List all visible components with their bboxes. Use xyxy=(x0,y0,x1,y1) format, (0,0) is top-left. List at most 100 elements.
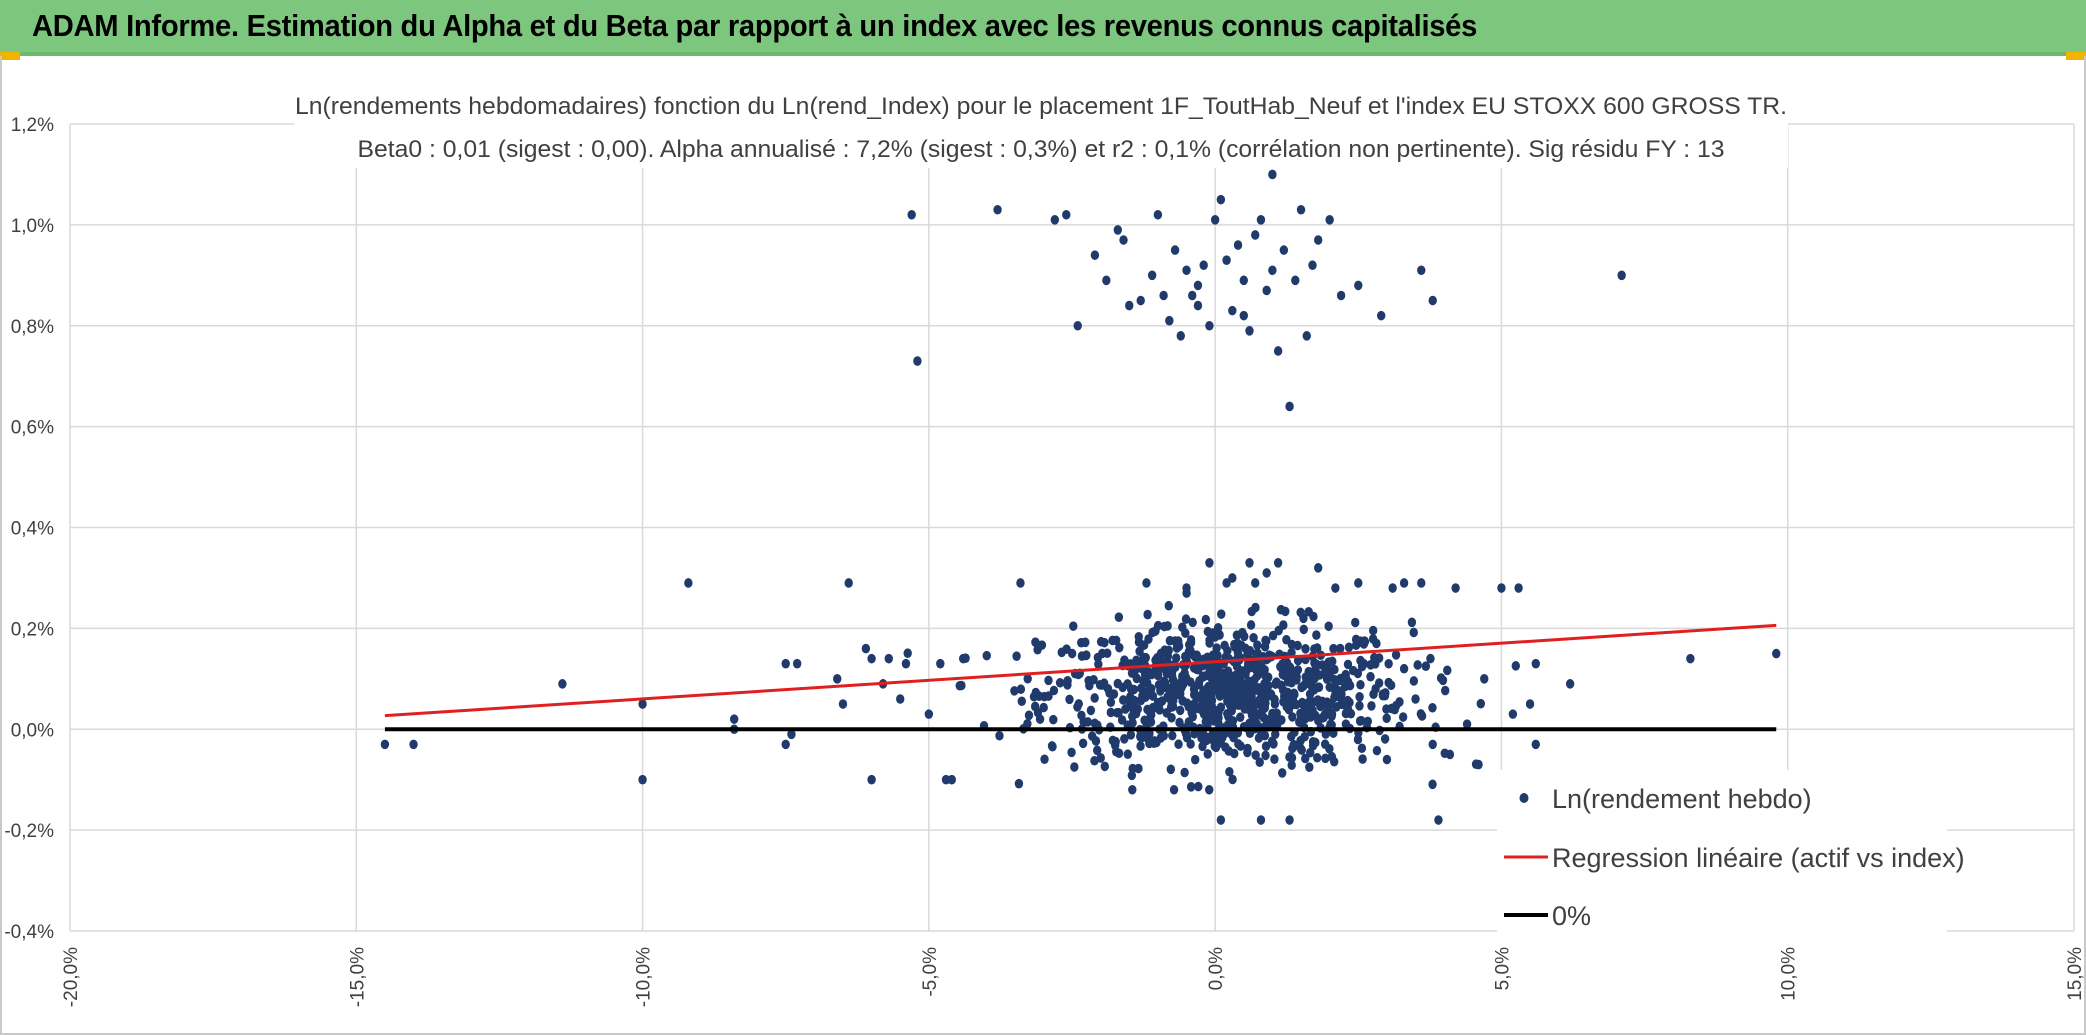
scatter-point xyxy=(901,658,911,669)
scatter-point xyxy=(1201,732,1211,742)
scatter-point xyxy=(1143,609,1152,620)
scatter-point xyxy=(1272,677,1281,687)
scatter-point xyxy=(1127,770,1137,781)
y-tick-label: 0,6% xyxy=(11,418,54,439)
scatter-point xyxy=(1421,661,1431,671)
scatter-point xyxy=(1035,714,1045,724)
scatter-point xyxy=(1128,784,1137,795)
scatter-point xyxy=(1384,658,1393,669)
scatter-point xyxy=(1261,741,1271,752)
scatter-point xyxy=(1511,661,1520,671)
scatter-point xyxy=(1287,639,1297,650)
scatter-point xyxy=(993,204,1002,215)
scatter-point xyxy=(1239,310,1248,321)
scatter-point xyxy=(1120,734,1129,744)
scatter-point xyxy=(1274,625,1283,636)
scatter-point xyxy=(1356,679,1365,690)
scatter-point xyxy=(1128,711,1137,722)
scatter-point xyxy=(913,356,922,366)
scatter-point xyxy=(936,658,945,669)
scatter-point xyxy=(1090,693,1099,703)
scatter-point xyxy=(1176,705,1185,716)
scatter-point xyxy=(1299,624,1308,635)
scatter-point xyxy=(1283,676,1293,687)
scatter-point xyxy=(1240,631,1249,642)
scatter-point xyxy=(1428,739,1437,750)
scatter-point xyxy=(1319,712,1329,723)
scatter-point xyxy=(1165,315,1174,326)
scatter-point xyxy=(1181,614,1191,624)
scatter-point xyxy=(1253,659,1263,670)
scatter-point xyxy=(1016,578,1025,588)
scatter-point xyxy=(1305,689,1315,699)
scatter-point xyxy=(1268,169,1277,180)
scatter-point xyxy=(781,739,790,750)
scatter-point xyxy=(1228,573,1237,583)
scatter-point xyxy=(1191,754,1200,765)
scatter-point xyxy=(1330,664,1339,675)
scatter-point xyxy=(1230,642,1240,652)
scatter-point xyxy=(1224,746,1233,756)
scatter-point xyxy=(1320,739,1330,750)
scatter-point xyxy=(1155,705,1164,715)
scatter-point xyxy=(1273,346,1283,356)
scatter-point xyxy=(1213,734,1223,744)
scatter-point xyxy=(1300,731,1309,742)
scatter-point xyxy=(1321,729,1330,739)
scatter-point xyxy=(1525,699,1535,709)
header-banner: ADAM Informe. Estimation du Alpha et du … xyxy=(0,0,2086,56)
scatter-point xyxy=(1145,728,1154,739)
scatter-point xyxy=(1277,715,1286,725)
scatter-point xyxy=(1040,754,1049,765)
scatter-point xyxy=(1207,680,1216,690)
scatter-point xyxy=(1480,674,1489,684)
scatter-point xyxy=(1016,684,1026,695)
scatter-point xyxy=(1150,736,1159,746)
scatter-point xyxy=(1073,320,1082,331)
scatter-point xyxy=(1293,655,1303,666)
scatter-point xyxy=(1222,255,1231,265)
scatter-point xyxy=(884,653,893,664)
scatter-point xyxy=(1216,815,1226,825)
scatter-point xyxy=(638,699,647,709)
scatter-point xyxy=(1119,695,1128,705)
scatter-point xyxy=(1194,781,1203,792)
scatter-point xyxy=(1165,635,1175,646)
scatter-point xyxy=(1144,634,1153,644)
scatter-point xyxy=(1170,245,1180,255)
scatter-point xyxy=(903,648,912,659)
scatter-point xyxy=(1307,680,1316,691)
scatter-point xyxy=(1343,659,1353,670)
scatter-point xyxy=(1113,225,1123,235)
scatter-point xyxy=(1271,729,1280,740)
scatter-point xyxy=(781,658,790,669)
scatter-point xyxy=(833,674,842,684)
scatter-point xyxy=(1382,754,1392,765)
scatter-point xyxy=(1324,621,1333,632)
scatter-point xyxy=(1192,692,1201,702)
chart-subtitle: Beta0 : 0,01 (sigest : 0,00). Alpha annu… xyxy=(358,136,1725,163)
scatter-point xyxy=(1471,759,1481,770)
y-tick-label: -0,2% xyxy=(4,821,54,842)
scatter-point xyxy=(1114,612,1124,622)
scatter-point xyxy=(1159,290,1168,301)
scatter-point xyxy=(1207,686,1216,697)
scatter-point xyxy=(1230,694,1239,704)
scatter-point xyxy=(1049,714,1058,725)
scatter-point xyxy=(1281,606,1290,617)
scatter-point xyxy=(1138,690,1147,701)
scatter-point xyxy=(1067,648,1077,659)
scatter-point xyxy=(1174,739,1183,750)
x-tick-label: -20,0% xyxy=(61,947,82,1007)
scatter-point xyxy=(1366,671,1375,682)
scatter-point xyxy=(1014,778,1024,789)
scatter-point xyxy=(1380,690,1390,701)
x-tick-label: -15,0% xyxy=(347,947,368,1007)
scatter-point xyxy=(1147,683,1156,694)
scatter-point xyxy=(1216,194,1226,205)
scatter-point xyxy=(1062,209,1071,220)
scatter-point xyxy=(1188,617,1197,628)
scatter-point xyxy=(1328,656,1337,667)
scatter-point xyxy=(1167,692,1176,703)
scatter-point xyxy=(1030,701,1040,712)
